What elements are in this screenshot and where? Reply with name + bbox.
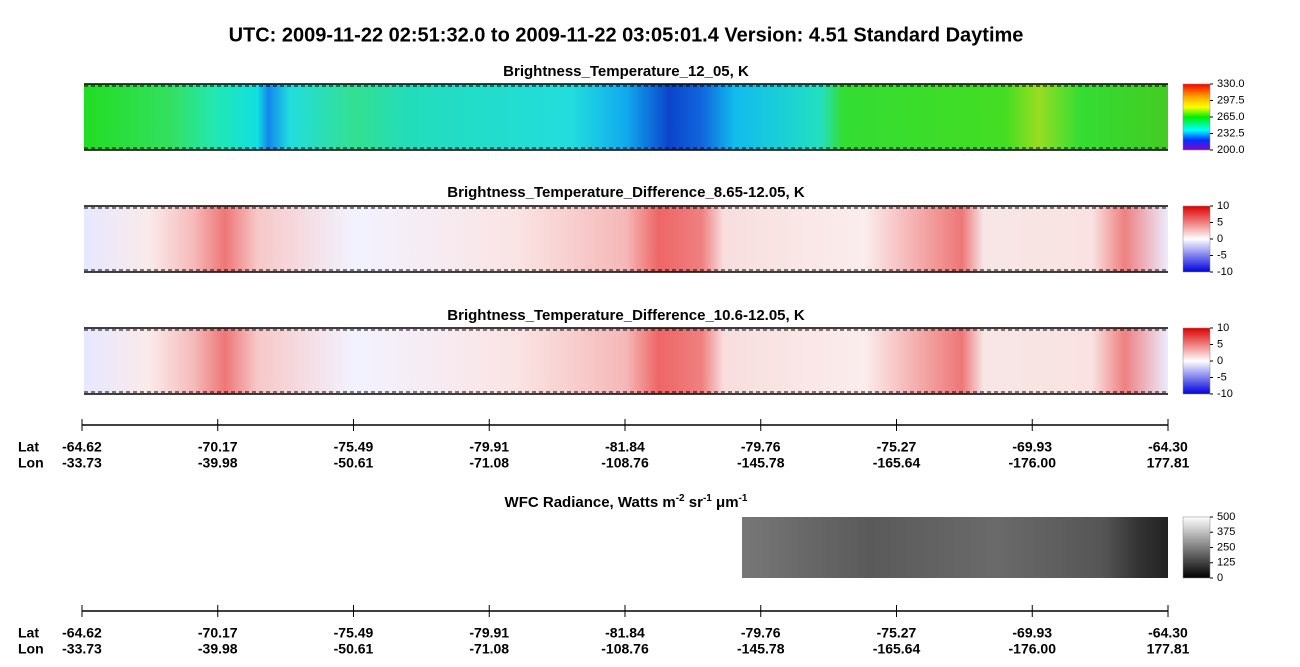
colorbar-label: -10: [1217, 266, 1233, 278]
lon-label: -108.76: [601, 455, 649, 471]
title-sup: -2: [676, 493, 685, 504]
colorbar-label: 10: [1217, 322, 1229, 334]
colorbar-label: 5: [1217, 216, 1223, 228]
colorbar-label: 125: [1217, 557, 1235, 569]
lon-label: -165.64: [873, 455, 921, 471]
lon-label: -71.08: [469, 455, 509, 471]
lat-label: -64.30: [1148, 625, 1188, 641]
lon-label: -71.08: [469, 641, 509, 657]
lat-label: -64.62: [62, 625, 102, 641]
colorbar: [1182, 516, 1211, 579]
lon-label: -33.73: [62, 455, 102, 471]
colorbar-label: 375: [1217, 526, 1235, 538]
colorbar-label: 250: [1217, 541, 1235, 553]
lat-label: -70.17: [198, 625, 238, 641]
swath-image: [742, 517, 1168, 578]
axis-row-label: Lat: [18, 439, 39, 455]
colorbar-label: -5: [1217, 249, 1227, 261]
colorbar: [1182, 83, 1211, 151]
lat-label: -75.49: [334, 439, 374, 455]
colorbar-label: 200.0: [1217, 144, 1245, 156]
lat-label: -79.76: [741, 625, 781, 641]
axis-row-label: Lat: [18, 625, 39, 641]
lon-label: -33.73: [62, 641, 102, 657]
figure-title: UTC: 2009-11-22 02:51:32.0 to 2009-11-22…: [229, 24, 1024, 46]
colorbar-label: 330.0: [1217, 78, 1245, 90]
lat-label: -79.91: [469, 439, 509, 455]
lat-label: -81.84: [605, 439, 645, 455]
colorbar: [1182, 205, 1211, 273]
colorbar-label: 265.0: [1217, 111, 1245, 123]
lon-label: 177.81: [1147, 641, 1190, 657]
lat-label: -75.49: [334, 625, 374, 641]
panel-title: Brightness_Temperature_Difference_10.6-1…: [447, 307, 805, 324]
lat-label: -75.27: [877, 439, 917, 455]
panel-title: Brightness_Temperature_Difference_8.65-1…: [447, 184, 805, 201]
colorbar-label: 297.5: [1217, 94, 1245, 106]
colorbar-label: 500: [1217, 511, 1235, 523]
colorbar-label: 5: [1217, 338, 1223, 350]
lon-label: -176.00: [1009, 641, 1057, 657]
lat-label: -81.84: [605, 625, 645, 641]
lon-label: -108.76: [601, 641, 649, 657]
title-sup: -1: [739, 493, 748, 504]
title-part: WFC Radiance, Watts m: [505, 494, 676, 511]
lat-label: -69.93: [1012, 439, 1052, 455]
lat-label: -79.76: [741, 439, 781, 455]
lat-label: -64.30: [1148, 439, 1188, 455]
lon-label: -165.64: [873, 641, 921, 657]
panel-title: Brightness_Temperature_12_05, K: [503, 63, 749, 80]
colorbar-label: -10: [1217, 388, 1233, 400]
lon-label: -39.98: [198, 455, 238, 471]
lat-label: -64.62: [62, 439, 102, 455]
panel-title: WFC Radiance, Watts m-2 sr-1 μm-1: [505, 493, 748, 511]
colorbar: [1182, 327, 1211, 395]
lon-label: -145.78: [737, 455, 785, 471]
axis-row-label: Lon: [18, 641, 44, 657]
colorbar-label: -5: [1217, 371, 1227, 383]
swath-image: [84, 84, 1168, 150]
lon-label: -145.78: [737, 641, 785, 657]
colorbar-label: 232.5: [1217, 127, 1245, 139]
title-sup: -1: [703, 493, 712, 504]
title-part: μm: [712, 494, 739, 511]
swath-image: [84, 206, 1168, 272]
axis-row-label: Lon: [18, 455, 44, 471]
lat-label: -69.93: [1012, 625, 1052, 641]
colorbar-label: 0: [1217, 572, 1223, 584]
lon-label: -50.61: [334, 455, 374, 471]
lon-label: -50.61: [334, 641, 374, 657]
lat-label: -70.17: [198, 439, 238, 455]
lon-label: 177.81: [1147, 455, 1190, 471]
colorbar-label: 0: [1217, 355, 1223, 367]
lat-label: -79.91: [469, 625, 509, 641]
swath-image: [84, 328, 1168, 394]
colorbar-label: 0: [1217, 233, 1223, 245]
lon-label: -39.98: [198, 641, 238, 657]
lat-label: -75.27: [877, 625, 917, 641]
colorbar-label: 10: [1217, 200, 1229, 212]
lon-label: -176.00: [1009, 455, 1057, 471]
title-part: sr: [685, 494, 704, 511]
